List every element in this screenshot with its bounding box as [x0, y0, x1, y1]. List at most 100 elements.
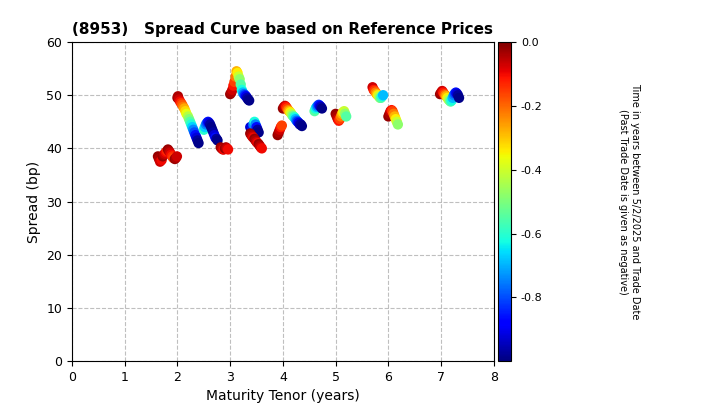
Point: [279, 102, 291, 109]
Point: [166, 153, 178, 160]
Point: [236, 87, 248, 93]
Point: [336, 113, 347, 120]
Point: [372, 92, 384, 99]
Point: [209, 132, 220, 139]
Point: [278, 104, 289, 110]
Point: [191, 134, 202, 141]
Point: [290, 116, 302, 123]
Point: [374, 94, 386, 101]
Point: [207, 126, 218, 133]
Point: [445, 98, 456, 105]
Point: [174, 98, 186, 105]
Point: [377, 92, 389, 99]
Point: [241, 94, 253, 101]
Point: [210, 134, 221, 141]
Point: [228, 82, 239, 89]
Point: [159, 150, 171, 157]
Point: [444, 97, 455, 104]
Point: [246, 133, 258, 140]
Point: [233, 73, 244, 80]
Point: [295, 121, 307, 128]
Point: [179, 105, 190, 112]
Point: [163, 148, 175, 155]
Point: [225, 89, 237, 96]
Point: [441, 93, 452, 100]
Point: [161, 148, 173, 155]
Point: [441, 94, 453, 101]
Point: [216, 145, 228, 152]
Point: [207, 129, 219, 136]
Point: [232, 69, 243, 76]
Point: [443, 96, 454, 103]
Point: [186, 124, 198, 131]
Point: [449, 90, 461, 97]
Point: [280, 104, 292, 110]
Point: [384, 110, 395, 117]
Point: [217, 146, 228, 153]
Point: [291, 117, 302, 124]
Point: [157, 153, 168, 160]
Point: [246, 126, 257, 133]
Point: [434, 91, 446, 97]
Point: [339, 110, 351, 117]
Point: [274, 126, 286, 133]
Point: [289, 114, 300, 121]
Point: [181, 110, 192, 117]
Point: [246, 132, 257, 139]
Point: [164, 149, 176, 156]
Point: [250, 137, 261, 144]
Point: [219, 145, 230, 152]
Point: [275, 124, 287, 131]
Point: [338, 108, 350, 115]
Point: [156, 157, 168, 163]
Point: [377, 93, 388, 100]
Point: [160, 149, 171, 155]
Point: [312, 102, 323, 109]
Point: [189, 129, 200, 136]
Point: [205, 124, 217, 131]
Point: [371, 91, 382, 97]
Point: [230, 73, 241, 80]
Point: [292, 118, 303, 125]
Point: [391, 118, 402, 125]
Y-axis label: Time in years between 5/2/2025 and Trade Date
(Past Trade Date is given as negat: Time in years between 5/2/2025 and Trade…: [618, 84, 639, 320]
Point: [452, 92, 464, 99]
Point: [203, 120, 215, 126]
Point: [251, 139, 262, 145]
Point: [153, 156, 165, 163]
Point: [212, 137, 223, 144]
Point: [333, 117, 345, 124]
Point: [253, 141, 264, 147]
Point: [288, 113, 300, 120]
Y-axis label: Spread (bp): Spread (bp): [27, 160, 41, 243]
Point: [176, 101, 188, 108]
Point: [314, 102, 325, 109]
Point: [272, 132, 284, 139]
Point: [309, 108, 320, 115]
Text: (8953)   Spread Curve based on Reference Prices: (8953) Spread Curve based on Reference P…: [72, 22, 493, 37]
Point: [246, 125, 258, 131]
Point: [239, 92, 251, 99]
Point: [220, 144, 232, 151]
Point: [248, 134, 259, 141]
Point: [254, 142, 266, 149]
Point: [332, 116, 343, 123]
Point: [170, 155, 181, 161]
Point: [152, 153, 163, 160]
Point: [245, 130, 256, 137]
Point: [388, 110, 400, 117]
Point: [438, 91, 450, 97]
Point: [369, 88, 380, 94]
Point: [337, 109, 348, 116]
Point: [368, 87, 379, 93]
Point: [231, 68, 243, 75]
Point: [187, 126, 199, 133]
Point: [436, 89, 447, 96]
Point: [171, 94, 183, 101]
Point: [255, 144, 266, 151]
Point: [234, 76, 246, 83]
Point: [256, 145, 268, 152]
Point: [273, 129, 284, 136]
Point: [252, 126, 264, 133]
Point: [446, 97, 457, 104]
